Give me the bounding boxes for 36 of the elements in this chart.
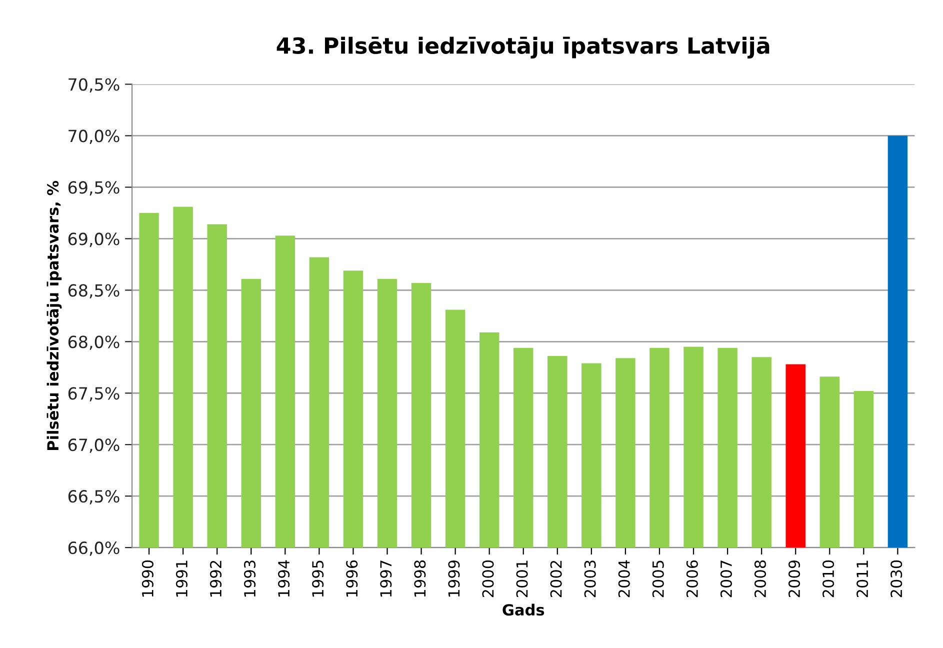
x-tick-label: 1992 — [210, 560, 222, 597]
x-tick-label: 1997 — [380, 560, 392, 597]
x-tick-label: 2010 — [822, 560, 834, 598]
y-axis-title: Pilsētu iedzīvotāju īpatsvars, % — [46, 180, 62, 450]
x-tick-label: 2007 — [720, 560, 732, 598]
x-tick-label: 2003 — [584, 560, 596, 598]
x-tick-label: 1991 — [176, 560, 188, 597]
x-tick-label: 1994 — [278, 560, 290, 597]
y-tick-label: 66,5% — [68, 490, 120, 504]
y-tick-label: 68,0% — [68, 336, 120, 350]
x-tick-label: 2001 — [516, 560, 528, 598]
x-tick-label: 2030 — [890, 560, 902, 598]
x-tick-label: 2005 — [652, 560, 664, 598]
y-tick-label: 69,0% — [68, 232, 120, 247]
x-tick-label: 2009 — [788, 560, 800, 598]
x-tick-label: 2000 — [482, 560, 494, 598]
y-tick-label: 67,0% — [68, 438, 120, 453]
x-tick-label: 2011 — [856, 560, 868, 598]
x-tick-label: 1990 — [142, 560, 154, 597]
x-tick-label: 2008 — [754, 560, 766, 598]
x-tick-label: 1993 — [244, 560, 256, 597]
x-tick-label: 1999 — [448, 560, 460, 597]
y-tick-label: 70,0% — [68, 130, 120, 144]
y-tick-label: 66,0% — [68, 542, 120, 556]
x-tick-label: 1996 — [346, 560, 358, 597]
chart-title: 43. Pilsētu iedzīvotāju īpatsvars Latvijā — [276, 36, 770, 58]
y-tick-label: 70,5% — [68, 78, 120, 93]
x-tick-label: 2002 — [550, 560, 562, 598]
x-tick-label: 2006 — [686, 560, 698, 598]
y-tick-label: 68,5% — [68, 284, 120, 298]
x-tick-label: 1998 — [414, 560, 426, 597]
y-tick-label: 67,5% — [68, 387, 120, 402]
x-axis-title: Gads — [502, 604, 544, 616]
x-tick-label: 2004 — [618, 560, 630, 598]
x-tick-label: 1995 — [312, 560, 324, 597]
y-tick-label: 69,5% — [68, 181, 120, 196]
